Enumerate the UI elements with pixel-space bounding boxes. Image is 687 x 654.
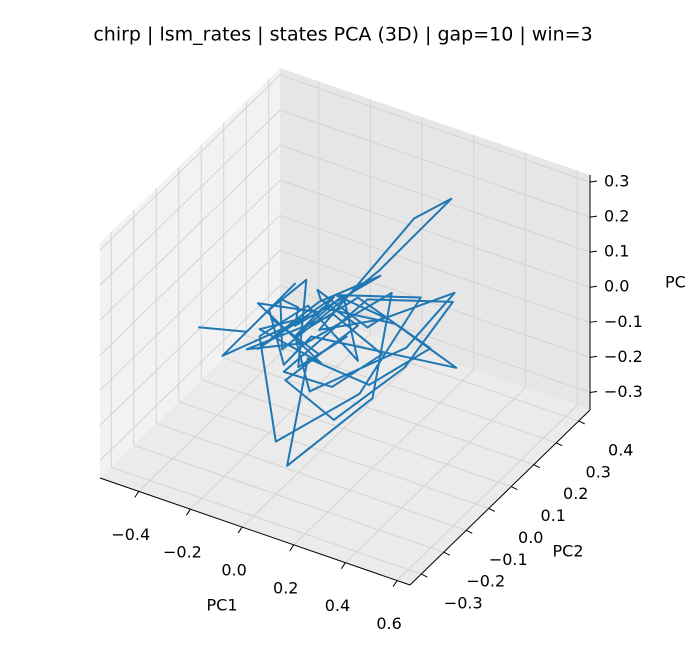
tick-mark	[134, 491, 140, 498]
grid-line	[223, 357, 534, 466]
tick-mark	[589, 390, 598, 393]
y-axis-label: PC2	[553, 542, 584, 561]
left-pane	[100, 68, 280, 478]
grid-line	[99, 250, 281, 426]
tick-mark	[466, 529, 473, 534]
tick-mark	[589, 285, 598, 288]
y-tick-label: −0.1	[489, 550, 528, 569]
x-tick-label: 0.4	[325, 596, 350, 615]
y-axis-line	[409, 409, 591, 586]
grid-line	[396, 405, 578, 581]
tick-mark	[421, 573, 428, 578]
tick-mark	[488, 507, 495, 512]
grid-line	[279, 179, 591, 288]
x-tick-label: 0.6	[376, 614, 401, 633]
tick-mark	[589, 215, 598, 218]
tick-mark	[237, 526, 243, 534]
x-axis-label: PC1	[207, 596, 238, 615]
x-tick-label: 0.0	[221, 561, 246, 580]
tick-mark	[589, 320, 598, 323]
tick-mark	[533, 464, 540, 469]
z-axis-label: PC	[665, 273, 686, 292]
grid-line	[99, 144, 281, 321]
tick-mark	[443, 551, 450, 556]
grid-line	[156, 422, 467, 531]
x-tick-label: −0.2	[163, 543, 202, 562]
grid-line	[279, 144, 591, 253]
floor-pane	[100, 303, 590, 585]
chart-title: chirp | lsm_rates | states PCA (3D) | ga…	[93, 24, 592, 46]
grid-line	[241, 351, 423, 528]
grid-line	[246, 335, 557, 444]
grid-line	[279, 74, 591, 183]
y-tick-label: 0.1	[541, 506, 566, 525]
tick-mark	[578, 420, 585, 425]
grid-line	[268, 313, 579, 422]
z-tick-label: 0.3	[604, 172, 629, 191]
grid-line	[345, 387, 526, 564]
z-tick-label: −0.3	[604, 382, 643, 401]
grid-line	[133, 444, 444, 553]
grid-line	[99, 109, 281, 286]
tick-mark	[341, 562, 346, 569]
grid-line	[293, 369, 475, 546]
grid-line	[279, 109, 591, 218]
grid-line	[178, 400, 489, 509]
tick-mark	[589, 355, 598, 358]
tick-mark	[511, 486, 518, 491]
grid-line	[99, 179, 281, 356]
tick-mark	[289, 544, 295, 552]
z-tick-label: −0.1	[604, 312, 643, 331]
z-tick-label: 0.2	[604, 207, 629, 226]
tick-mark	[589, 250, 598, 253]
x-tick-label: −0.4	[111, 525, 150, 544]
z-tick-label: −0.2	[604, 347, 643, 366]
y-tick-label: 0.3	[586, 462, 611, 481]
y-tick-label: 0.0	[518, 528, 543, 547]
grid-line	[99, 285, 281, 461]
grid-line	[279, 249, 591, 358]
z-tick-label: 0.1	[604, 242, 629, 261]
grid-line	[99, 74, 281, 251]
x-axis-line	[99, 477, 411, 586]
x-tick-label: 0.2	[273, 578, 298, 597]
tick-mark	[392, 580, 398, 587]
y-tick-label: −0.3	[444, 594, 483, 613]
tick-mark	[186, 508, 191, 516]
y-tick-label: 0.4	[608, 440, 633, 459]
y-tick-label: 0.2	[563, 484, 588, 503]
tick-mark	[589, 180, 598, 183]
grid-line	[111, 466, 422, 575]
grid-line	[201, 379, 512, 488]
z-tick-label: 0.0	[604, 277, 629, 296]
grid-line	[279, 214, 591, 323]
grid-line	[190, 333, 371, 510]
line	[198, 197, 458, 467]
y-tick-label: −0.2	[466, 572, 505, 591]
tick-mark	[556, 442, 563, 447]
grid-line	[99, 214, 281, 391]
